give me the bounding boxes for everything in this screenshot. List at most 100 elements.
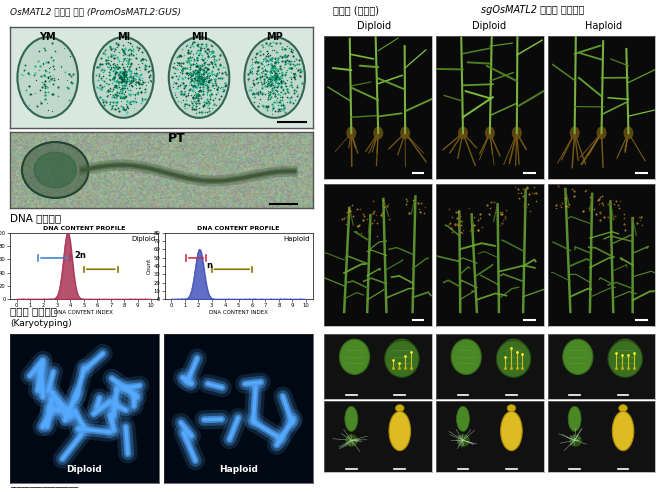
- Point: [213, 70, 224, 78]
- Point: [180, 64, 191, 72]
- Point: [260, 295, 270, 303]
- Point: [209, 295, 220, 303]
- Point: [270, 75, 281, 83]
- Point: [288, 73, 299, 81]
- Point: [617, 351, 628, 359]
- Point: [188, 71, 198, 79]
- Point: [280, 82, 290, 90]
- Point: [120, 72, 130, 80]
- Point: [192, 73, 203, 81]
- Point: [198, 82, 209, 90]
- Point: [220, 68, 230, 76]
- Point: [275, 108, 286, 116]
- Point: [191, 62, 202, 70]
- Point: [193, 295, 203, 303]
- Point: [199, 64, 209, 72]
- Point: [177, 294, 188, 302]
- Point: [62, 295, 72, 303]
- Point: [207, 63, 218, 71]
- Point: [267, 64, 278, 72]
- Point: [177, 68, 188, 76]
- Point: [108, 92, 118, 99]
- Point: [191, 109, 201, 117]
- Circle shape: [597, 127, 606, 139]
- Point: [103, 80, 113, 88]
- Point: [179, 52, 190, 60]
- Point: [199, 98, 209, 106]
- Point: [114, 68, 125, 76]
- Point: [262, 72, 272, 80]
- Point: [17, 295, 28, 303]
- Point: [282, 98, 293, 106]
- Point: [128, 46, 139, 54]
- Point: [111, 82, 121, 90]
- Point: [246, 56, 257, 63]
- Point: [193, 67, 204, 75]
- Point: [92, 63, 103, 71]
- Point: [215, 295, 226, 303]
- Point: [188, 67, 199, 75]
- Point: [118, 74, 128, 82]
- Point: [117, 67, 128, 75]
- Point: [118, 70, 129, 78]
- Point: [68, 294, 78, 302]
- Point: [136, 295, 147, 303]
- Point: [110, 67, 120, 75]
- Point: [605, 196, 616, 204]
- Point: [25, 295, 36, 303]
- Point: [197, 76, 208, 84]
- Point: [61, 295, 71, 303]
- Point: [123, 60, 134, 68]
- Point: [495, 221, 505, 229]
- Point: [266, 56, 277, 63]
- Point: [37, 295, 47, 303]
- Point: [124, 72, 135, 80]
- Point: [122, 86, 133, 94]
- Point: [268, 89, 279, 97]
- Point: [218, 62, 228, 70]
- Point: [174, 52, 185, 60]
- Point: [109, 295, 120, 303]
- Point: [131, 54, 141, 62]
- Point: [276, 295, 287, 303]
- Point: [286, 57, 297, 65]
- Text: 대조구 (통진벼): 대조구 (통진벼): [333, 5, 379, 15]
- Point: [283, 51, 293, 59]
- Point: [170, 79, 181, 87]
- Point: [251, 295, 262, 303]
- Point: [93, 295, 103, 303]
- Point: [290, 61, 300, 69]
- Point: [74, 295, 85, 303]
- Point: [130, 81, 141, 89]
- Point: [248, 294, 259, 302]
- Point: [118, 73, 128, 81]
- Point: [251, 55, 262, 62]
- Point: [190, 295, 201, 303]
- Point: [263, 295, 273, 303]
- Point: [94, 295, 105, 303]
- Point: [341, 220, 351, 228]
- Point: [111, 63, 122, 71]
- Point: [272, 79, 282, 87]
- Point: [139, 55, 150, 63]
- Point: [107, 67, 118, 75]
- Point: [125, 98, 136, 106]
- Point: [253, 102, 263, 110]
- Point: [96, 66, 107, 74]
- Point: [270, 75, 281, 83]
- Point: [198, 295, 209, 303]
- Point: [20, 295, 30, 303]
- Point: [126, 50, 136, 58]
- Circle shape: [486, 127, 494, 139]
- Point: [168, 63, 178, 71]
- Point: [182, 46, 193, 54]
- Point: [270, 74, 281, 82]
- Point: [118, 63, 129, 71]
- Point: [202, 95, 213, 103]
- Point: [170, 295, 181, 303]
- Point: [118, 295, 129, 303]
- Point: [114, 48, 124, 56]
- Point: [82, 295, 93, 303]
- Point: [70, 295, 80, 303]
- Point: [35, 295, 45, 303]
